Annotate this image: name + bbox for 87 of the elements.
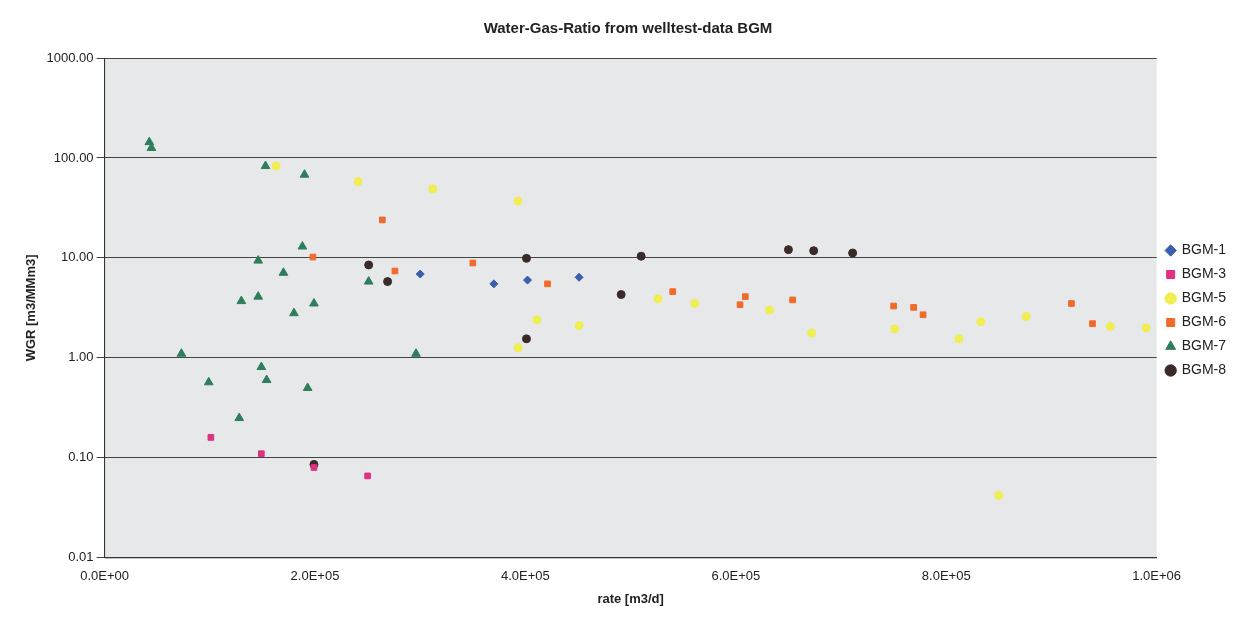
point [207, 434, 215, 441]
point [789, 296, 796, 304]
point [532, 315, 542, 325]
point [1089, 320, 1096, 327]
x-tick-label: 8.0E+05 [921, 568, 971, 584]
legend-label: BGM-1 [1181, 241, 1227, 258]
point [469, 259, 477, 267]
point [364, 260, 374, 270]
y-axis-title: WGR [m3/MMm3] [23, 254, 39, 362]
point [783, 245, 793, 255]
x-tick-label: 1.0E+06 [1132, 568, 1182, 584]
point [253, 255, 264, 264]
point [299, 169, 310, 178]
y-tick-label: 1000.00 [46, 49, 94, 65]
point [807, 328, 817, 338]
point [310, 464, 318, 471]
point [253, 291, 264, 300]
x-tick-label: 6.0E+05 [711, 568, 761, 584]
point [261, 374, 272, 384]
chart-title: Water-Gas-Ratio from welltest-data BGM [483, 19, 773, 37]
point [302, 382, 313, 391]
point [309, 298, 319, 307]
point [513, 196, 523, 206]
point [690, 299, 700, 308]
point [736, 301, 744, 309]
point [741, 293, 749, 300]
point [616, 290, 626, 300]
point [765, 305, 774, 315]
y-tick-label: 100.00 [53, 149, 94, 165]
x-tick-label: 0.0E+00 [80, 568, 129, 584]
x-tick-label: 2.0E+05 [290, 568, 340, 584]
point [513, 343, 523, 353]
point [383, 277, 393, 287]
point [976, 317, 986, 327]
point [379, 216, 386, 224]
point [1021, 311, 1031, 321]
point [176, 348, 187, 357]
point [544, 280, 551, 288]
point [809, 246, 819, 256]
point [523, 275, 533, 285]
point [890, 324, 900, 334]
point [203, 376, 214, 386]
legend-label: BGM-3 [1181, 265, 1227, 282]
point [653, 294, 663, 304]
point [271, 161, 281, 171]
point [1068, 300, 1075, 307]
point [521, 334, 531, 344]
point [1105, 322, 1115, 332]
point [309, 253, 317, 261]
y-tick-label: 0.10 [68, 449, 94, 465]
point [260, 160, 271, 170]
legend-label: BGM-7 [1181, 337, 1227, 354]
point [890, 302, 897, 310]
point [669, 288, 677, 295]
point [234, 412, 245, 422]
point [1141, 323, 1151, 333]
x-axis-title: rate [m3/d] [597, 590, 664, 606]
point [353, 177, 363, 187]
point [278, 267, 289, 276]
point [289, 307, 299, 317]
y-tick-label: 1.00 [68, 349, 94, 365]
point [636, 251, 646, 261]
point [364, 472, 371, 480]
point [258, 450, 265, 458]
point [415, 269, 425, 279]
point [954, 334, 964, 344]
point [428, 184, 438, 194]
point [489, 279, 499, 289]
point [521, 253, 531, 263]
legend-label: BGM-6 [1181, 313, 1227, 330]
point [297, 241, 308, 250]
point [574, 272, 584, 282]
point [391, 267, 399, 275]
y-tick-label: 10.00 [61, 249, 94, 265]
point [994, 491, 1004, 500]
legend-label: BGM-5 [1181, 289, 1227, 306]
point [919, 311, 927, 319]
point [411, 348, 421, 357]
point [363, 276, 374, 285]
point [256, 361, 267, 371]
x-tick-label: 4.0E+05 [501, 568, 550, 584]
y-tick-label: 0.01 [68, 549, 94, 565]
point [236, 295, 247, 305]
point [574, 321, 584, 331]
legend-label: BGM-8 [1181, 361, 1227, 378]
point [848, 248, 858, 258]
point [910, 304, 917, 311]
